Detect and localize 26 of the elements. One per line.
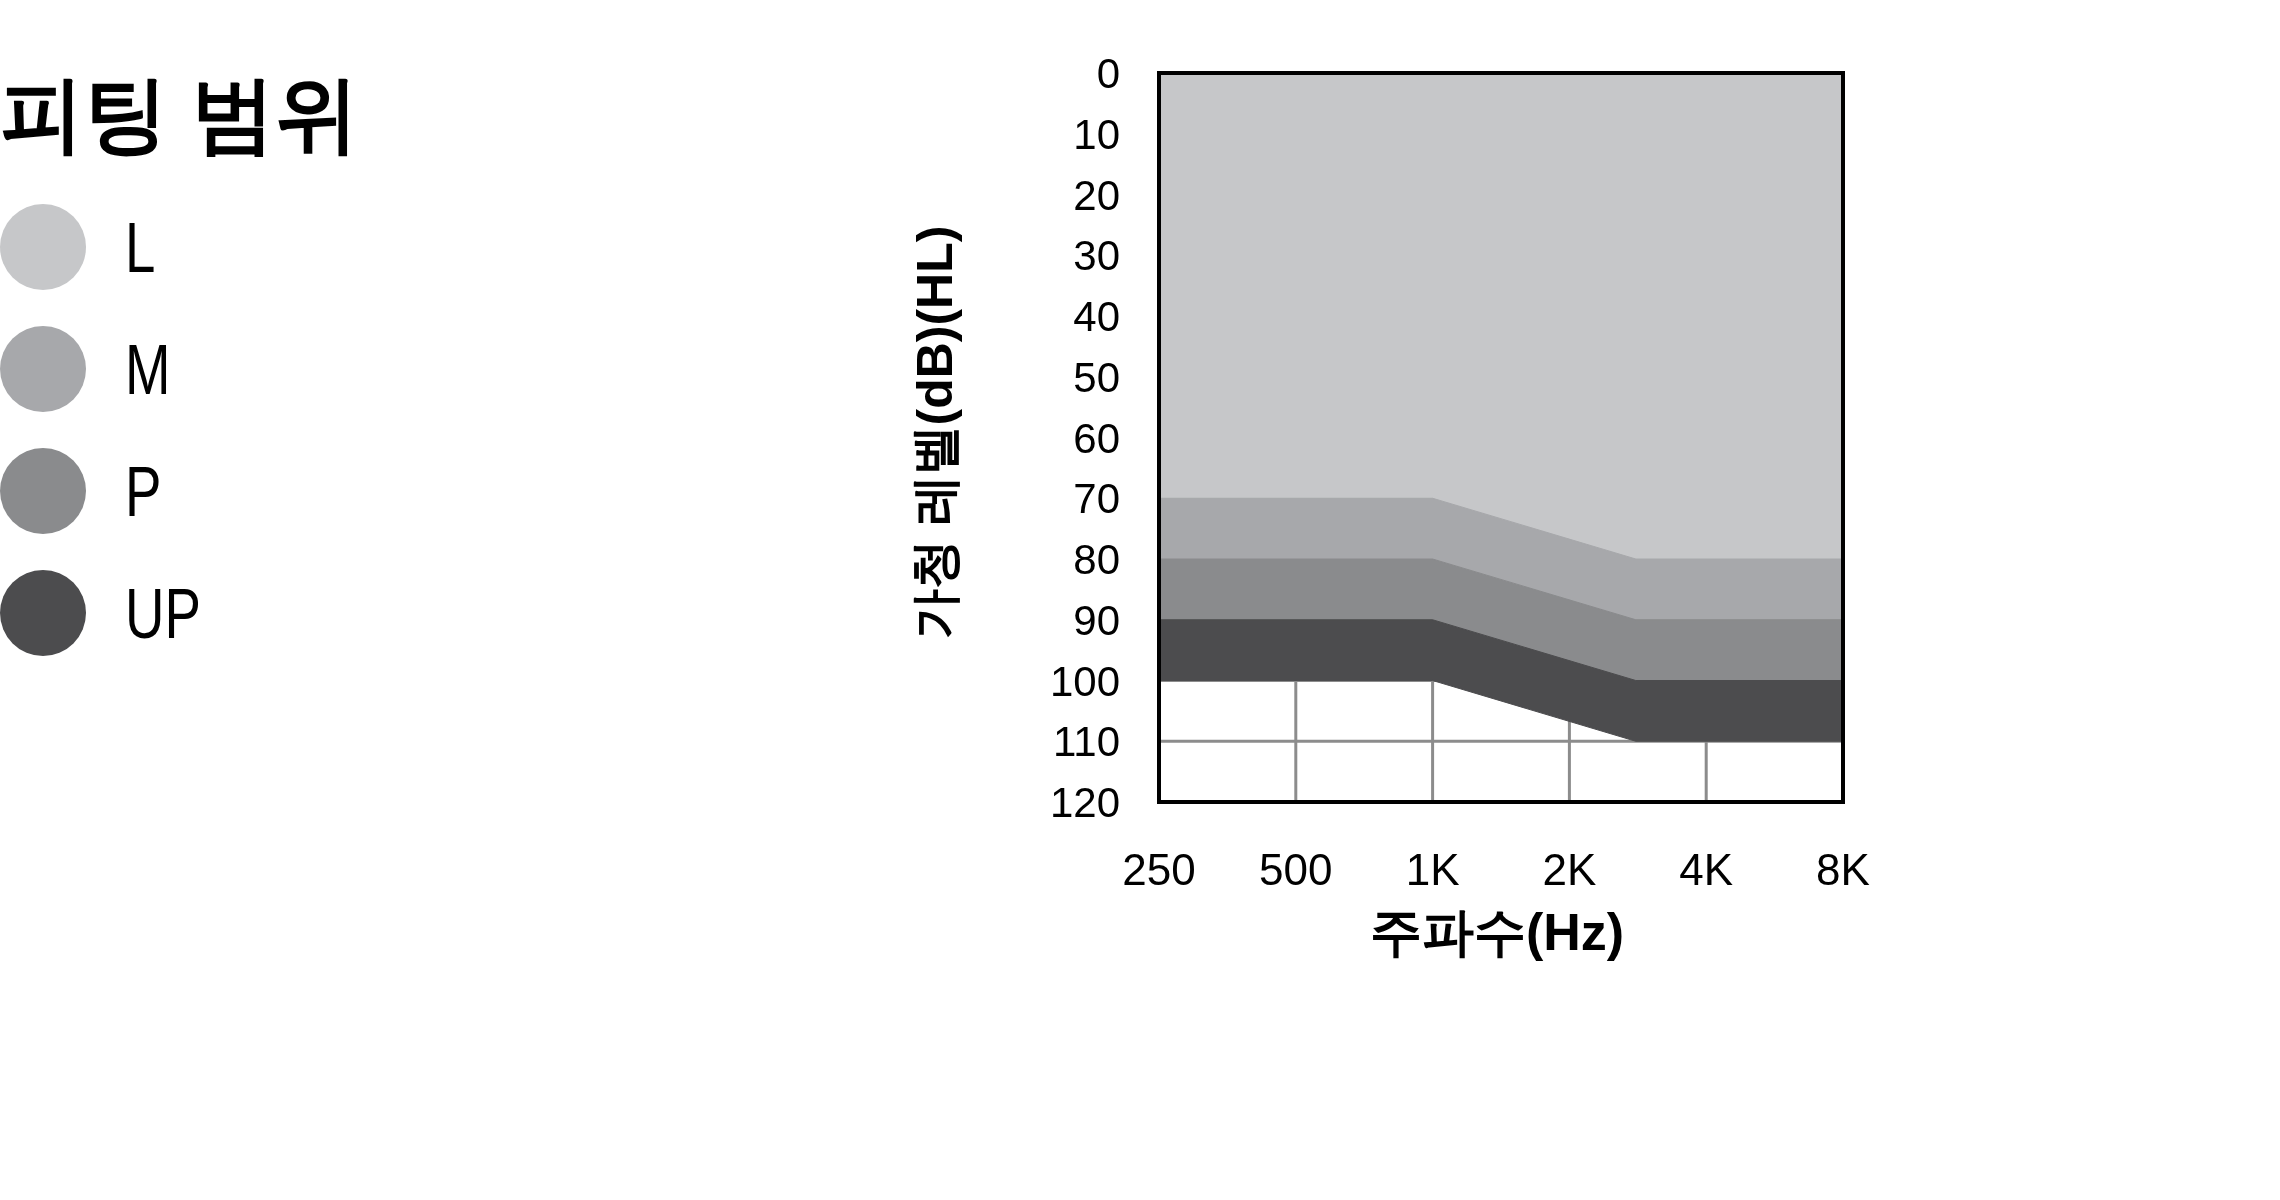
y-tick-label: 120	[1049, 779, 1120, 826]
y-tick-label: 110	[1053, 718, 1120, 766]
legend-label: L	[125, 208, 156, 287]
y-tick-label: 90	[1073, 596, 1120, 644]
y-tick-label: 50	[1073, 353, 1120, 401]
x-axis-title: 주파수(Hz)	[1369, 903, 1625, 961]
y-tick-label: 100	[1049, 657, 1120, 705]
legend-label: UP	[125, 574, 201, 653]
x-tick-label: 2K	[1542, 845, 1597, 894]
legend-title: 피팅 범위	[0, 67, 360, 161]
legend-label: P	[125, 452, 162, 531]
x-tick-label: 8K	[1816, 845, 1870, 894]
y-tick-label: 70	[1073, 475, 1120, 523]
y-tick-label: 0	[1096, 50, 1120, 97]
y-axis-title: 가청 레벨(dB)(HL)	[907, 225, 963, 640]
y-tick-label: 20	[1073, 171, 1120, 219]
x-tick-label: 1K	[1405, 845, 1460, 894]
y-tick-label: 30	[1073, 232, 1120, 280]
y-tick-label: 60	[1073, 414, 1120, 462]
x-tick-label: 4K	[1679, 845, 1734, 894]
legend-label: M	[125, 330, 171, 409]
x-tick-label: 250	[1122, 845, 1196, 894]
y-tick-label: 40	[1073, 293, 1120, 340]
y-tick-label: 80	[1073, 536, 1120, 583]
x-tick-label: 500	[1259, 845, 1333, 894]
y-tick-label: 10	[1073, 110, 1120, 158]
